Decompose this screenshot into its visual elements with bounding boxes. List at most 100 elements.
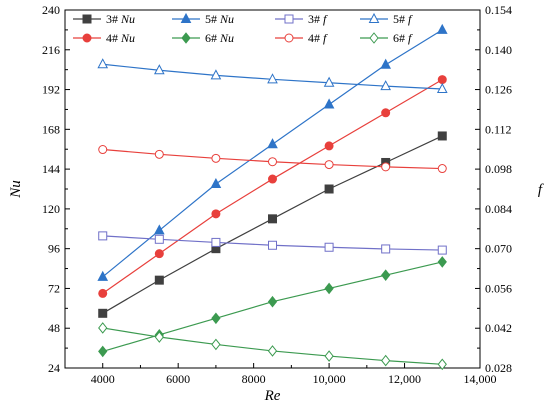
x-axis-title: Re: [264, 388, 281, 404]
series-2: [98, 75, 447, 298]
data-point: [380, 80, 392, 91]
plot-frame: [64, 9, 481, 369]
data-point: [381, 108, 391, 118]
data-point: [98, 322, 108, 334]
data-point: [436, 23, 448, 34]
axes: 4000 6000 8000 10,000 12,000 14,000 24 48 72 96 12…: [42, 3, 512, 386]
y-right-tick-label: 0.042: [485, 321, 512, 335]
data-point: [268, 240, 277, 250]
y-right-tick-label: 0.084: [485, 202, 512, 216]
data-point: [267, 345, 278, 357]
legend-label: 4# Nu: [106, 31, 135, 45]
y-right-tick-label: 0.126: [485, 83, 512, 97]
y-right-tick-label: 0.140: [485, 43, 512, 57]
legend-item: 4# Nu: [73, 31, 135, 45]
data-point: [211, 312, 221, 325]
legend-marker: [180, 12, 192, 23]
data-point: [324, 282, 334, 295]
legend-label: 4# f: [308, 31, 328, 45]
x-tick-label: 8000: [242, 372, 266, 386]
legend-marker: [368, 12, 380, 23]
series-layer: [97, 23, 448, 371]
data-point: [153, 224, 165, 235]
legend-marker: [82, 14, 92, 24]
y-left-tick-label: 24: [48, 361, 60, 375]
legend-item: 5# f: [360, 12, 413, 26]
data-point: [437, 245, 447, 255]
data-point: [211, 338, 221, 351]
data-point: [437, 131, 447, 141]
data-point: [437, 358, 447, 371]
data-point: [98, 231, 108, 241]
data-point: [97, 270, 109, 281]
data-point: [267, 295, 278, 308]
y-left-tick-label: 96: [48, 242, 60, 256]
y-axis-right-title: f: [538, 182, 544, 198]
data-point: [323, 98, 335, 109]
legend-label: 6# f: [393, 31, 413, 45]
data-point: [98, 288, 108, 298]
series-8: [98, 322, 447, 371]
legend-marker: [82, 33, 92, 43]
data-point: [154, 331, 164, 343]
legend-marker: [369, 32, 379, 44]
series-7: [97, 58, 448, 93]
series-4: [98, 256, 447, 358]
y-left-tick-label: 168: [42, 122, 60, 136]
data-point: [381, 354, 391, 367]
y-left-tick-label: 192: [42, 83, 60, 97]
data-point: [381, 269, 391, 281]
series-line: [102, 79, 443, 294]
data-point: [211, 209, 221, 219]
data-point: [211, 237, 221, 247]
data-point: [154, 249, 164, 259]
data-point: [324, 141, 334, 151]
data-point: [436, 82, 448, 93]
series-6: [98, 145, 447, 174]
x-tick-label: 4000: [91, 372, 115, 386]
data-point: [381, 244, 391, 254]
y-right-tick-label: 0.154: [485, 3, 512, 17]
y-left-tick-label: 72: [48, 281, 60, 295]
data-point: [381, 162, 391, 172]
y-left-tick-label: 120: [42, 202, 60, 216]
y-left-tick-label: 144: [42, 162, 60, 176]
data-point: [324, 184, 334, 194]
data-point: [324, 160, 334, 170]
data-point: [267, 73, 278, 84]
data-point: [437, 75, 447, 85]
series-3: [97, 23, 448, 281]
legend-item: 3# f: [275, 12, 328, 26]
y-left-tick-label: 216: [42, 43, 60, 57]
data-point: [380, 58, 392, 69]
legend-item: 6# f: [360, 31, 413, 45]
data-point: [437, 164, 447, 174]
data-point: [154, 234, 164, 244]
y-right-tick-label: 0.070: [485, 242, 512, 256]
y-right-tick-label: 0.098: [485, 162, 512, 176]
data-point: [154, 275, 164, 285]
x-tick-label: 6000: [166, 372, 190, 386]
legend-item: 6# Nu: [172, 31, 234, 45]
series-5: [98, 231, 447, 255]
y-axis-left-title: Nu: [8, 180, 24, 199]
data-point: [268, 157, 277, 167]
data-point: [323, 76, 335, 87]
legend-item: 5# Nu: [172, 12, 234, 26]
x-tick-label: 10,000: [313, 372, 346, 386]
data-point: [98, 345, 108, 358]
legend-marker: [284, 14, 294, 24]
data-point: [268, 174, 277, 184]
y-right-tick-label: 0.112: [485, 122, 512, 136]
legend-item: 3# Nu: [73, 12, 135, 26]
x-tick-label: 12,000: [388, 372, 421, 386]
data-point: [210, 69, 222, 80]
y-left-tick-label: 240: [42, 3, 60, 17]
legend-label: 5# f: [393, 12, 413, 26]
legend-marker: [284, 33, 294, 43]
data-point: [267, 138, 278, 149]
data-point: [211, 153, 221, 163]
legend-marker: [181, 32, 191, 44]
legend: 3# Nu 5# Nu 3# f 5# f 4# Nu 6# Nu 4# f 6# f: [73, 12, 413, 45]
